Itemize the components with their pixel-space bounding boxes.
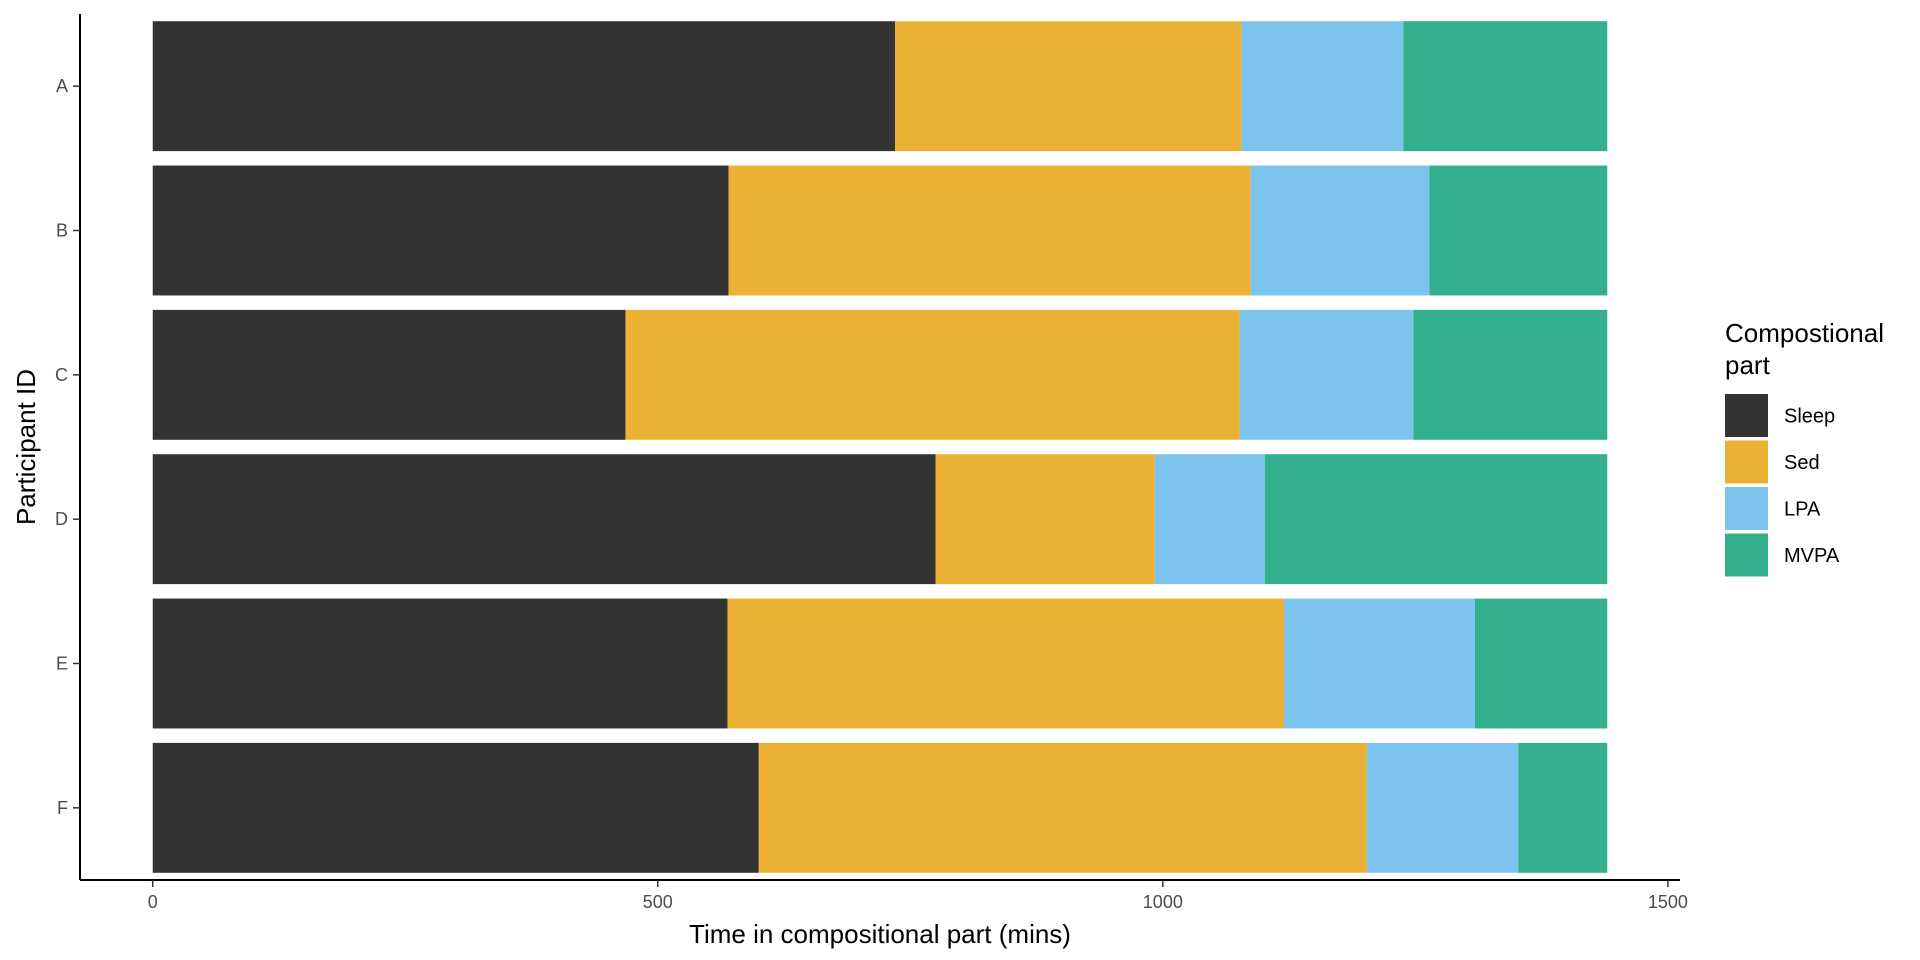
y-tick-label: C: [55, 365, 68, 385]
x-tick-label: 1500: [1648, 892, 1688, 912]
legend: Compostional part Sleep Sed LPA MVPA: [1725, 318, 1891, 577]
legend-title-line-1: Compostional: [1725, 318, 1884, 348]
legend-title: Compostional part: [1725, 318, 1891, 380]
bar-A-sleep: [152, 21, 896, 152]
legend-title-line-2: part: [1725, 350, 1771, 380]
legend-label-sleep: Sleep: [1784, 406, 1835, 428]
bar-B-sleep: [152, 165, 729, 296]
bar-segments: [152, 21, 1608, 873]
y-tick-label: B: [56, 221, 68, 241]
bar-F-mvpa: [1518, 742, 1608, 873]
bar-B-mvpa: [1429, 165, 1608, 296]
y-tick-label: A: [56, 76, 68, 96]
y-tick-label: D: [55, 509, 68, 529]
legend-label-sed: Sed: [1784, 452, 1820, 474]
bar-F-sleep: [152, 742, 759, 873]
legend-key-sleep: [1725, 394, 1768, 437]
y-axis-ticks: A B C D E F: [55, 76, 80, 818]
y-tick-label: E: [56, 654, 68, 674]
bar-C-mvpa: [1413, 309, 1608, 440]
bar-C-lpa: [1239, 309, 1414, 440]
legend-key-lpa: [1725, 487, 1768, 530]
legend-key-sed: [1725, 440, 1768, 484]
bar-D-sleep: [152, 454, 936, 585]
bar-F-lpa: [1366, 742, 1519, 873]
bar-C-sed: [625, 309, 1240, 440]
bar-A-sed: [895, 21, 1242, 152]
bar-A-mvpa: [1403, 21, 1608, 152]
bar-F-sed: [758, 742, 1367, 873]
bar-B-sed: [728, 165, 1251, 296]
legend-items: Sleep Sed LPA MVPA: [1725, 394, 1840, 577]
bar-D-mvpa: [1264, 454, 1608, 585]
x-axis-ticks: 0 500 1000 1500: [148, 880, 1688, 912]
x-tick-label: 1000: [1143, 892, 1183, 912]
bar-E-mvpa: [1474, 598, 1608, 729]
bar-E-sed: [727, 598, 1285, 729]
legend-key-mvpa: [1725, 533, 1768, 577]
bar-E-lpa: [1284, 598, 1475, 729]
bar-C-sleep: [152, 309, 626, 440]
bar-D-sed: [935, 454, 1155, 585]
x-tick-label: 500: [643, 892, 673, 912]
x-tick-label: 0: [148, 892, 158, 912]
bar-B-lpa: [1250, 165, 1430, 296]
y-axis-title: Participant ID: [11, 369, 41, 525]
bar-A-lpa: [1241, 21, 1404, 152]
x-axis-title: Time in compositional part (mins): [689, 919, 1071, 949]
legend-label-mvpa: MVPA: [1784, 545, 1840, 567]
y-tick-label: F: [57, 798, 68, 818]
legend-label-lpa: LPA: [1784, 499, 1821, 521]
bar-E-sleep: [152, 598, 728, 729]
bar-D-lpa: [1154, 454, 1265, 585]
